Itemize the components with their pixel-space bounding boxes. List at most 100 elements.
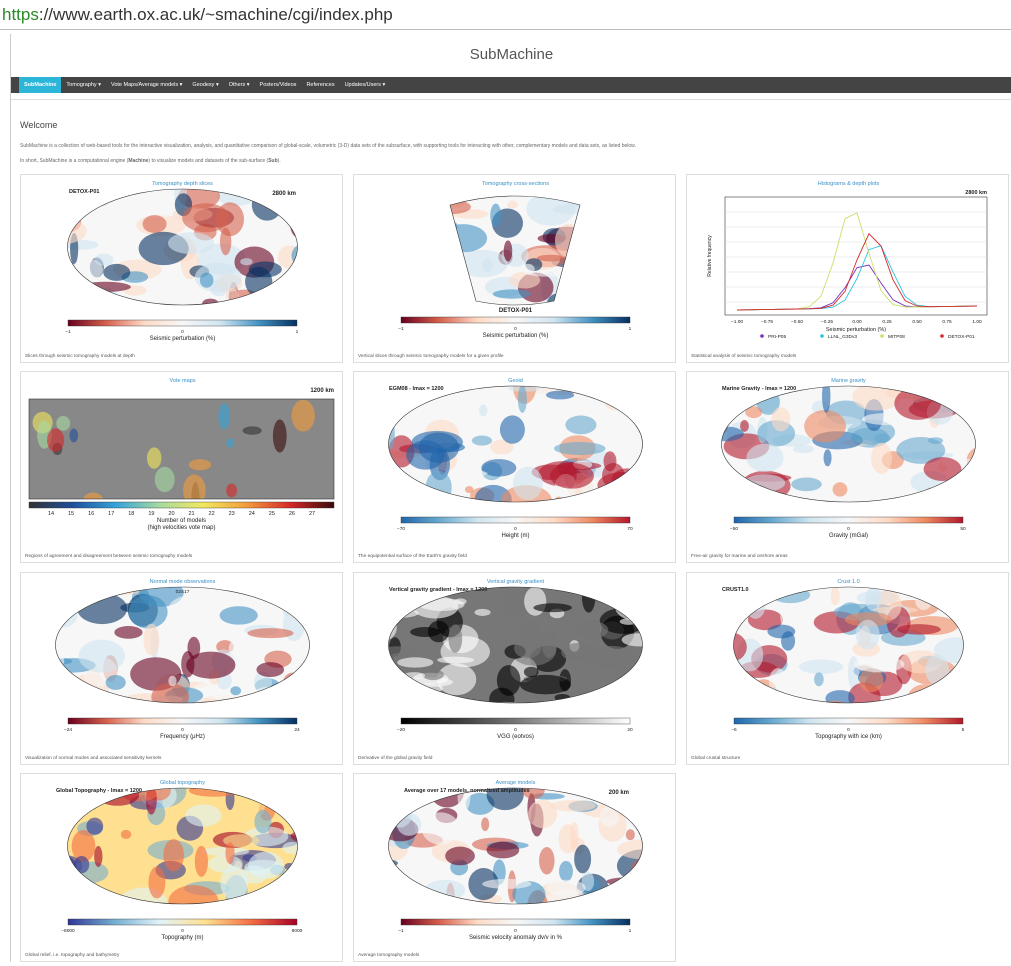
map-blob xyxy=(619,618,638,625)
map-blob xyxy=(226,483,238,498)
map-blob xyxy=(397,601,412,613)
map-blob xyxy=(565,415,597,435)
map-blob xyxy=(445,846,475,866)
map-blob xyxy=(600,191,619,216)
card-title: Geoid xyxy=(508,378,523,384)
map-blob xyxy=(522,788,545,799)
map-blob xyxy=(290,211,298,238)
map-blob xyxy=(105,675,126,690)
map-blob xyxy=(67,193,110,206)
map-blob xyxy=(874,433,891,443)
map-blob xyxy=(232,230,274,237)
colorbar-label: Topography with ice (km) xyxy=(815,734,882,740)
colorbar-tick-label: 70 xyxy=(627,526,633,532)
map-blob xyxy=(616,229,661,262)
welcome-heading: Welcome xyxy=(20,120,58,130)
colorbar-tick-label: 24 xyxy=(249,511,255,517)
map-blob xyxy=(291,241,298,270)
map-blob xyxy=(798,659,844,675)
map-blob xyxy=(561,643,595,662)
colorbar-tick-label: 0 xyxy=(181,928,184,934)
map-blob xyxy=(636,684,643,703)
map-blob xyxy=(388,418,395,450)
map-blob xyxy=(388,477,399,494)
map-blob xyxy=(151,683,190,703)
colorbar xyxy=(67,319,298,327)
nav-item[interactable]: Others ▾ xyxy=(228,82,250,88)
map-blob xyxy=(94,253,114,266)
map-blob xyxy=(559,860,573,882)
nav-item[interactable]: Tomography ▾ xyxy=(66,82,101,88)
map-blob xyxy=(388,805,407,814)
map-outline xyxy=(28,398,335,500)
colorbar xyxy=(733,717,964,725)
card-figure: Vote maps Regions of agreement and disagr… xyxy=(25,378,335,559)
y-axis-label: Relative frequency xyxy=(707,235,713,277)
map-blob xyxy=(528,799,558,829)
map-blob xyxy=(299,294,335,324)
x-tick-label: 0.00 xyxy=(852,319,862,325)
map-blob xyxy=(526,269,565,277)
map-blob xyxy=(479,404,488,417)
map-blob xyxy=(546,293,568,305)
map-blob xyxy=(503,240,513,262)
map-blob xyxy=(966,445,976,475)
card-figure: Average models Average tomography models A… xyxy=(358,780,643,958)
map-blob xyxy=(553,441,606,455)
card-title: Histograms & depth plots xyxy=(818,181,880,187)
colorbar-label: Gravity (mGal) xyxy=(829,533,868,539)
map-blob xyxy=(484,701,526,703)
map-blob xyxy=(301,680,310,691)
map-outline xyxy=(388,586,643,704)
map-blob xyxy=(482,878,532,889)
text: In short, SubMachine is a computational … xyxy=(20,158,129,164)
map-blob xyxy=(55,699,83,703)
map-blob xyxy=(486,788,524,811)
map-blob xyxy=(56,415,71,431)
nav-item[interactable]: References xyxy=(306,82,335,88)
nav-item[interactable]: Vote Maps/Average models ▾ xyxy=(110,82,183,88)
map-blob xyxy=(859,667,884,693)
map-blob xyxy=(536,254,565,262)
map-blob xyxy=(50,867,61,881)
map-blob xyxy=(614,591,643,621)
colorbar-tick-label: 0 xyxy=(847,727,850,733)
map-blob xyxy=(433,192,443,201)
map-blob xyxy=(361,469,387,480)
map-blob xyxy=(230,703,275,710)
colorbar-tick-label: 0 xyxy=(847,526,850,532)
map-blob xyxy=(614,878,632,903)
map-blob xyxy=(610,270,642,283)
map-blob xyxy=(813,703,835,710)
card-title: Crust 1.0 xyxy=(837,579,859,585)
colorbar-tick-label: 0 xyxy=(514,326,517,332)
map-blob xyxy=(855,619,880,650)
map-blob xyxy=(854,656,905,673)
map-blob xyxy=(154,466,175,493)
colorbar-label: Seismic velocity anomaly dv/v in % xyxy=(469,935,563,941)
map-blob xyxy=(722,476,748,489)
map-blob xyxy=(450,260,466,291)
map-note: 1200 km xyxy=(310,388,334,394)
map-blob xyxy=(969,649,1000,661)
map-blob xyxy=(27,874,57,905)
card-title: Tomography cross-sections xyxy=(482,181,549,187)
colorbar xyxy=(67,717,298,725)
map-blob xyxy=(574,844,592,874)
map-image xyxy=(55,587,310,710)
card-figure: Tomography cross-sections Vertical slices… xyxy=(358,181,661,359)
nav-item[interactable]: Posters/Videos xyxy=(259,82,297,88)
map-blob xyxy=(711,686,725,706)
map-blob xyxy=(745,592,766,619)
nav-item[interactable]: Updates/Users ▾ xyxy=(344,82,386,88)
nav-item[interactable]: SubMachine xyxy=(19,77,62,93)
card: Tomography cross-sections Vertical slices… xyxy=(353,174,676,363)
card-title: Vote maps xyxy=(170,378,196,384)
colorbar-label: VGG (eotvos) xyxy=(497,734,534,740)
map-outline xyxy=(388,787,643,905)
legend-label: LLNL_G3Dv3 xyxy=(828,334,857,340)
nav-item[interactable]: Geodesy ▾ xyxy=(192,82,219,88)
map-blob xyxy=(242,426,262,435)
map-blob xyxy=(618,470,643,501)
map-blob xyxy=(621,633,643,647)
